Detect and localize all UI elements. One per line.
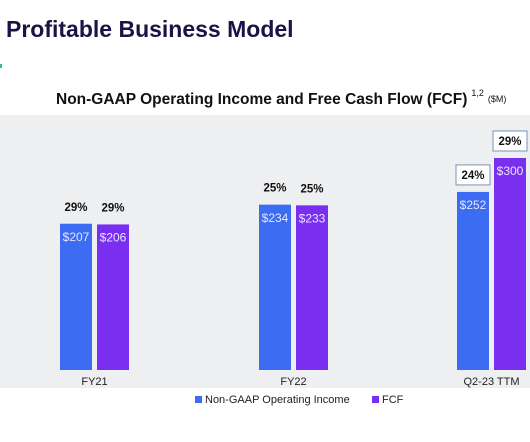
value-label: $234 xyxy=(262,211,289,225)
x-tick-label: FY22 xyxy=(280,376,306,388)
value-label: $300 xyxy=(497,164,524,178)
value-label: $233 xyxy=(299,212,326,226)
superscript: 1,2 xyxy=(471,88,484,98)
x-tick-label: Q2-23 TTM xyxy=(463,376,519,388)
bar xyxy=(494,158,526,370)
chart-title: Non-GAAP Operating Income and Free Cash … xyxy=(56,88,506,108)
accent xyxy=(0,64,2,68)
bar xyxy=(457,191,489,370)
legend-swatch xyxy=(195,396,202,403)
bar xyxy=(97,224,129,370)
margin-label: 25% xyxy=(263,183,286,195)
legend-label: FCF xyxy=(382,394,404,406)
bar xyxy=(60,223,92,370)
unit: ($M) xyxy=(488,94,507,104)
slide-title: Profitable Business Model xyxy=(6,16,294,42)
x-tick-label: FY21 xyxy=(81,376,107,388)
margin-label: 29% xyxy=(101,202,124,214)
margin-label: 25% xyxy=(300,183,323,195)
margin-label: 24% xyxy=(461,170,484,182)
bar xyxy=(296,205,328,370)
margin-box xyxy=(492,130,528,152)
bar xyxy=(259,204,291,370)
margin-label: 29% xyxy=(64,202,87,214)
value-label: $206 xyxy=(100,231,127,245)
legend-swatch xyxy=(372,396,379,403)
margin-label: 29% xyxy=(498,136,521,148)
value-label: $207 xyxy=(63,230,90,244)
value-label: $252 xyxy=(460,198,487,212)
margin-box xyxy=(455,164,491,186)
legend-label: Non-GAAP Operating Income xyxy=(205,394,350,406)
chart-title-text: Non-GAAP Operating Income and Free Cash … xyxy=(56,91,467,108)
